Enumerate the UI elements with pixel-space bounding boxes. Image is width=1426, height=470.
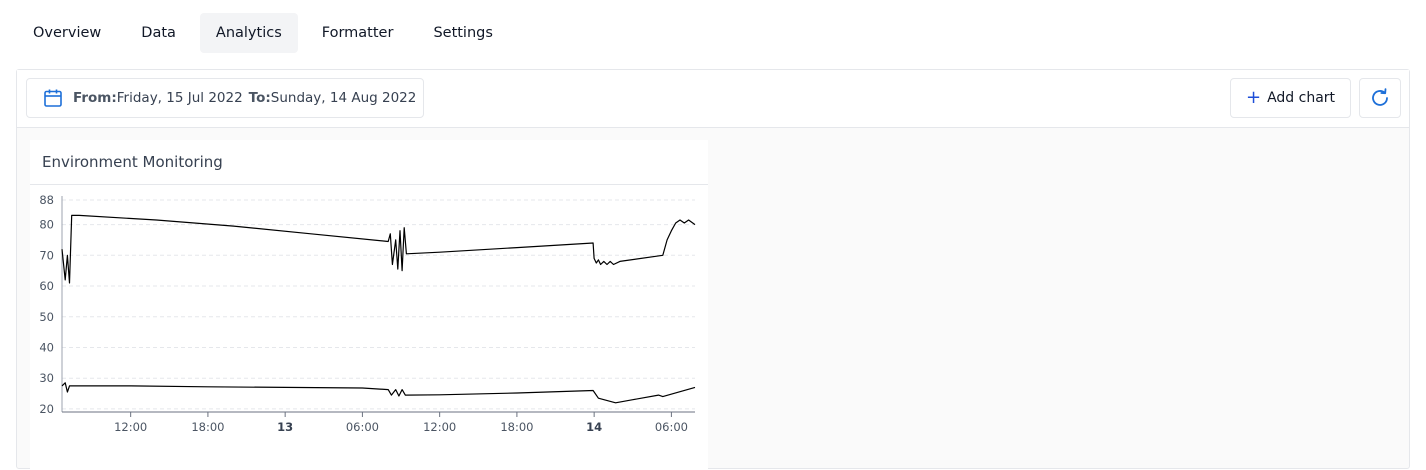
from-date: Friday, 15 Jul 2022 — [116, 90, 243, 106]
x-tick-label: 06:00 — [346, 420, 379, 434]
x-tick-label: 18:00 — [500, 420, 533, 434]
tab-formatter[interactable]: Formatter — [321, 25, 394, 41]
y-tick-label: 50 — [39, 310, 54, 324]
add-chart-label: Add chart — [1267, 90, 1336, 106]
tab-bar: Overview Data Analytics Formatter Settin… — [17, 13, 509, 53]
refresh-button[interactable] — [1359, 78, 1401, 118]
x-tick-label: 14 — [586, 420, 602, 434]
tab-settings[interactable]: Settings — [433, 25, 493, 41]
chart-title: Environment Monitoring — [30, 140, 708, 185]
tab-analytics[interactable]: Analytics — [199, 13, 298, 53]
plus-icon: + — [1245, 87, 1262, 108]
series-line-1 — [61, 214, 696, 284]
refresh-icon — [1372, 88, 1388, 106]
chart-card: Environment Monitoring 20 30 40 50 60 70 80 88 1… — [30, 140, 708, 470]
calendar-icon — [44, 89, 62, 107]
to-label: To: — [248, 90, 271, 106]
x-tick-label: 13 — [277, 420, 293, 434]
line-chart: 20 30 40 50 60 70 80 88 12:00 18:00 13 06:00 12:00 18… — [39, 193, 696, 434]
y-tick-label: 40 — [39, 340, 54, 354]
analytics-toolbar: From: Friday, 15 Jul 2022 To: Sunday, 14… — [17, 70, 1409, 128]
y-tick-label: 80 — [39, 218, 54, 232]
analytics-panel: From: Friday, 15 Jul 2022 To: Sunday, 14… — [16, 69, 1410, 470]
y-tick-label: 30 — [39, 371, 54, 385]
tab-data[interactable]: Data — [141, 25, 176, 41]
x-tick-label: 12:00 — [114, 420, 147, 434]
y-tick-label: 60 — [39, 279, 54, 293]
date-range-picker[interactable]: From: Friday, 15 Jul 2022 To: Sunday, 14… — [26, 78, 424, 118]
y-tick-label: 20 — [39, 402, 54, 416]
add-chart-button[interactable]: + Add chart — [1230, 78, 1351, 118]
x-tick-label: 18:00 — [191, 420, 224, 434]
y-tick-label: 88 — [39, 193, 54, 207]
tab-overview[interactable]: Overview — [33, 25, 102, 41]
y-tick-label: 70 — [39, 248, 54, 262]
series-line-2 — [61, 382, 696, 404]
from-label: From: — [73, 90, 117, 106]
x-tick-label: 12:00 — [423, 420, 456, 434]
to-date: Sunday, 14 Aug 2022 — [270, 90, 417, 106]
x-tick-label: 06:00 — [655, 420, 688, 434]
